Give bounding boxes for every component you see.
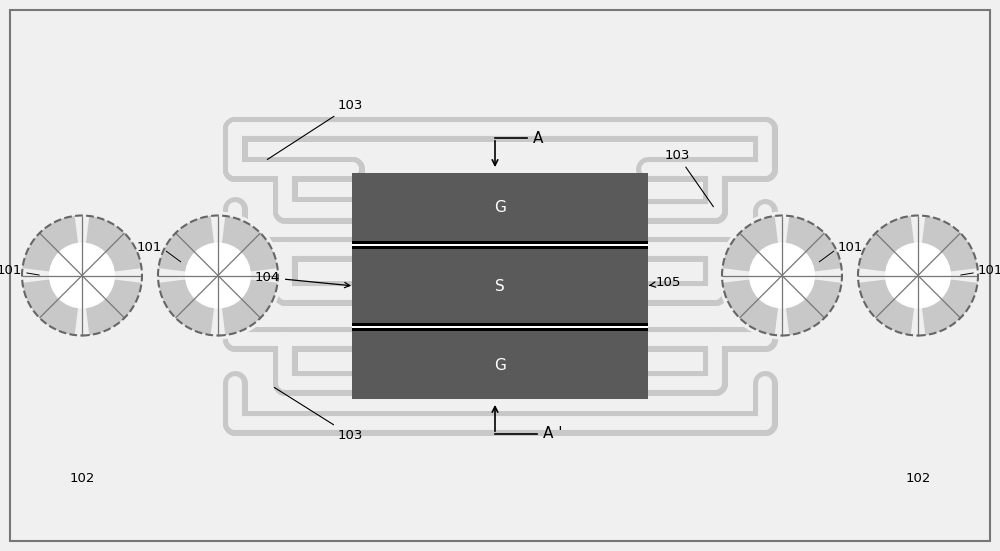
Circle shape [154, 212, 282, 339]
Bar [352, 331, 648, 399]
Bar [352, 246, 648, 249]
Circle shape [49, 242, 115, 309]
Wedge shape [158, 216, 214, 272]
Text: 103: 103 [274, 387, 363, 442]
Circle shape [18, 212, 146, 339]
Circle shape [854, 212, 982, 339]
Wedge shape [722, 216, 778, 272]
Text: 102: 102 [905, 473, 931, 485]
Text: G: G [494, 358, 506, 372]
Text: 104: 104 [255, 271, 350, 288]
Wedge shape [858, 279, 914, 335]
Wedge shape [858, 216, 914, 272]
Text: A: A [533, 131, 543, 145]
Bar [352, 173, 648, 241]
Circle shape [185, 242, 251, 309]
Text: 101: 101 [978, 264, 1000, 277]
Circle shape [718, 212, 846, 339]
Text: A ': A ' [543, 426, 562, 441]
Bar [352, 328, 648, 331]
Text: S: S [495, 278, 505, 294]
Bar [352, 249, 648, 323]
Bar [352, 241, 648, 244]
Wedge shape [786, 216, 842, 272]
Text: 103: 103 [665, 149, 713, 207]
Bar [352, 323, 648, 326]
Text: 101: 101 [137, 241, 162, 254]
Bar [352, 323, 648, 331]
Bar [352, 241, 648, 249]
Text: G: G [494, 199, 506, 214]
Text: 103: 103 [267, 99, 363, 159]
Text: 101: 101 [0, 264, 22, 277]
Text: 101: 101 [838, 241, 863, 254]
Text: 102: 102 [69, 473, 95, 485]
Circle shape [749, 242, 815, 309]
Wedge shape [22, 279, 78, 335]
Wedge shape [158, 279, 214, 335]
Wedge shape [922, 216, 978, 272]
Wedge shape [222, 279, 278, 335]
Wedge shape [86, 279, 142, 335]
Text: 105: 105 [650, 276, 681, 289]
Wedge shape [22, 216, 78, 272]
Circle shape [885, 242, 951, 309]
Wedge shape [922, 279, 978, 335]
Wedge shape [222, 216, 278, 272]
Wedge shape [86, 216, 142, 272]
Wedge shape [722, 279, 778, 335]
Wedge shape [786, 279, 842, 335]
